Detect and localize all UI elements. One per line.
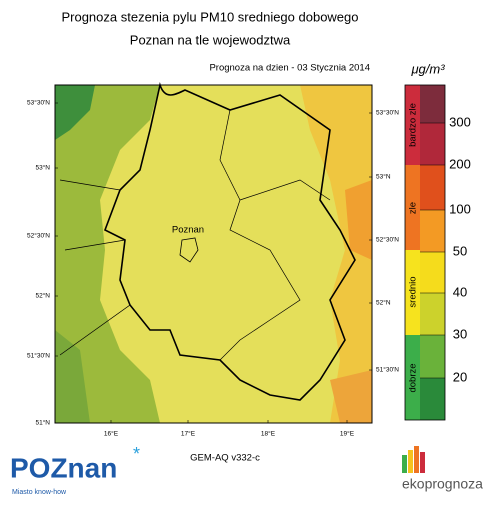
city-logo: POZnan: [10, 452, 117, 483]
brand: ekoprognoza: [402, 476, 483, 492]
map: Poznan 53°30'N 53°N 52°30'N 52°N 51°30'N 51°N…: [27, 82, 399, 464]
city-tagline: Miasto know-how: [12, 489, 67, 496]
legend-category: bardzo zle: [408, 103, 419, 147]
legend-tick-label: 30: [453, 326, 467, 341]
lat-label: 53°30'N: [376, 109, 399, 117]
city-label: Poznan: [172, 225, 204, 236]
lat-label: 52°N: [376, 299, 391, 307]
title: Prognoza stezenia pylu PM10 sredniego do…: [61, 9, 358, 24]
subtitle: Poznan na tle wojewodztwa: [130, 32, 291, 47]
legend-tick-label: 20: [453, 369, 467, 384]
legend-unit: μg/m³: [410, 61, 445, 76]
legend-tick-label: 50: [453, 243, 467, 258]
lon-label: 17°E: [181, 430, 196, 438]
lat-label: 51°30'N: [376, 366, 399, 374]
legend-category: zle: [408, 202, 419, 214]
lat-label: 53°30'N: [27, 99, 50, 107]
lon-label: 18°E: [261, 430, 276, 438]
legend-tick-label: 200: [449, 156, 471, 171]
lat-label: 53°N: [35, 164, 50, 172]
legend: μg/m³ 300 200 100 50 40 30 20 bardzo zle zle sred…: [404, 61, 471, 421]
legend-category: srednio: [408, 276, 419, 307]
legend-tick-label: 100: [449, 201, 471, 216]
model-label: GEM-AQ v332-c: [190, 453, 260, 464]
lat-label: 53°N: [376, 173, 391, 181]
lat-label: 52°30'N: [376, 236, 399, 244]
logo-star: *: [133, 444, 140, 464]
lat-label: 51°30'N: [27, 352, 50, 360]
lon-label: 16°E: [104, 430, 119, 438]
legend-category: dobrze: [408, 363, 419, 392]
footer: POZnan * Miasto know-how ekoprognoza: [10, 444, 483, 496]
lon-label: 19°E: [340, 430, 355, 438]
date-label: Prognoza na dzien - 03 Stycznia 2014: [209, 63, 370, 74]
lat-label: 51°N: [35, 419, 50, 427]
lat-label: 52°30'N: [27, 232, 50, 240]
legend-tick-label: 300: [449, 114, 471, 129]
lat-label: 52°N: [35, 292, 50, 300]
legend-tick-label: 40: [453, 284, 467, 299]
